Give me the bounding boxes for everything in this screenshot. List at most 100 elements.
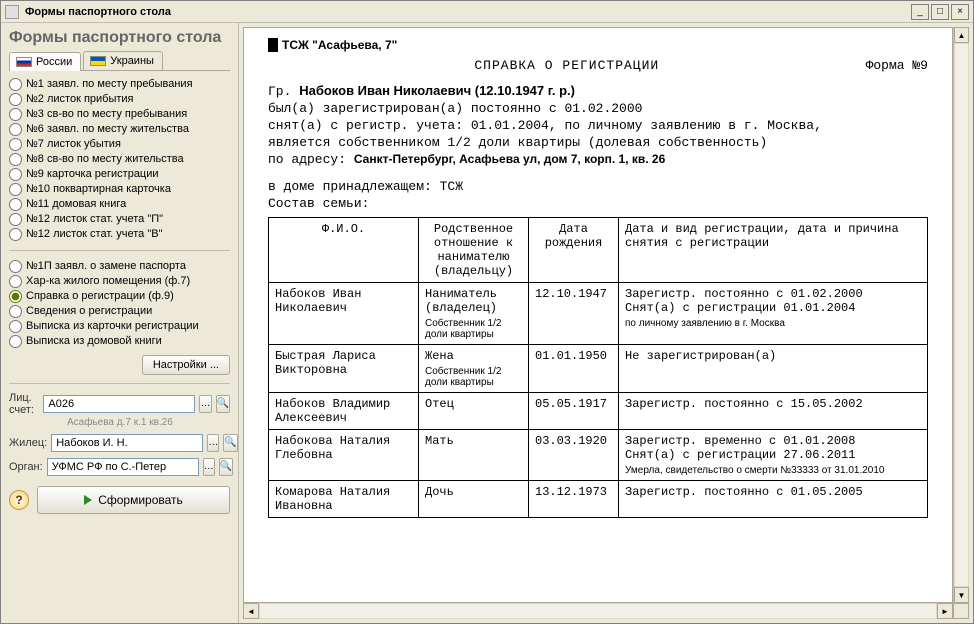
table-row: Набокова Наталия ГлебовнаМать03.03.1920З…: [269, 430, 928, 481]
search-icon: 🔍: [220, 461, 232, 472]
form-option-label: №9 карточка регистрации: [26, 168, 159, 180]
scroll-track[interactable]: [259, 603, 937, 619]
scroll-down-button[interactable]: ▼: [954, 587, 969, 603]
divider: [9, 250, 230, 251]
doc-line2: снят(а) с регистр. учета: 01.01.2004, по…: [268, 118, 928, 133]
organ-browse-button[interactable]: …: [203, 458, 215, 476]
citizen-name: Набоков Иван Николаевич (12.10.1947 г. р…: [299, 83, 575, 98]
window-buttons: _ □ ×: [911, 4, 969, 20]
form-option[interactable]: Выписка из карточки регистрации: [9, 319, 230, 334]
form-option[interactable]: №10 поквартирная карточка: [9, 182, 230, 197]
form-option[interactable]: Сведения о регистрации: [9, 304, 230, 319]
organ-search-button[interactable]: 🔍: [219, 458, 233, 476]
table-cell: Зарегистр. постоянно с 15.05.2002: [619, 393, 928, 430]
form-option[interactable]: №3 св-во по месту пребывания: [9, 107, 230, 122]
tab-russia[interactable]: России: [9, 52, 81, 71]
form-radio[interactable]: [9, 275, 22, 288]
form-radio[interactable]: [9, 260, 22, 273]
table-cell-sub: Собственник 1/2 доли квартиры: [425, 366, 522, 388]
form-radio[interactable]: [9, 138, 22, 151]
form-option[interactable]: №7 листок убытия: [9, 137, 230, 152]
account-input[interactable]: [43, 395, 195, 413]
resident-input[interactable]: [51, 434, 203, 452]
generate-button[interactable]: Сформировать: [37, 486, 230, 514]
account-search-button[interactable]: 🔍: [216, 395, 230, 413]
scroll-left-button[interactable]: ◄: [243, 603, 259, 619]
address-prefix: по адресу:: [268, 152, 354, 167]
table-cell: Набокова Наталия Глебовна: [269, 430, 419, 481]
table-cell: Отец: [419, 393, 529, 430]
table-cell-sub: Собственник 1/2 доли квартиры: [425, 318, 522, 340]
col-fio: Ф.И.О.: [269, 218, 419, 283]
doc-line1: был(а) зарегистрирован(а) постоянно с 01…: [268, 101, 928, 116]
form-radio[interactable]: [9, 305, 22, 318]
form-radio[interactable]: [9, 213, 22, 226]
form-option[interactable]: №12 листок стат. учета "П": [9, 212, 230, 227]
account-browse-button[interactable]: …: [199, 395, 211, 413]
form-radio[interactable]: [9, 198, 22, 211]
form-option-label: Выписка из карточки регистрации: [26, 320, 199, 332]
sidebar-heading: Формы паспортного стола: [9, 29, 230, 47]
table-cell: Быстрая Лариса Викторовна: [269, 345, 419, 393]
settings-button[interactable]: Настройки ...: [142, 355, 230, 375]
form-radio[interactable]: [9, 290, 22, 303]
col-dob: Дата рождения: [529, 218, 619, 283]
form-radio[interactable]: [9, 153, 22, 166]
maximize-button[interactable]: □: [931, 4, 949, 20]
minimize-button[interactable]: _: [911, 4, 929, 20]
horizontal-scrollbar[interactable]: ◄ ►: [243, 603, 969, 619]
organ-input[interactable]: [47, 458, 199, 476]
form-option[interactable]: №9 карточка регистрации: [9, 167, 230, 182]
generate-label: Сформировать: [98, 493, 183, 507]
form-option-label: №11 домовая книга: [26, 198, 126, 210]
table-cell: Комарова Наталия Ивановна: [269, 481, 419, 518]
scroll-right-button[interactable]: ►: [937, 603, 953, 619]
form-radio[interactable]: [9, 108, 22, 121]
form-option-label: №2 листок прибытия: [26, 93, 134, 105]
content: Формы паспортного стола России Украины №…: [1, 23, 973, 623]
form-option[interactable]: №1 заявл. по месту пребывания: [9, 77, 230, 92]
table-cell: Зарегистр. временно с 01.01.2008Снят(а) …: [619, 430, 928, 481]
help-button[interactable]: ?: [9, 490, 29, 510]
scroll-up-button[interactable]: ▲: [954, 27, 969, 43]
form-radio[interactable]: [9, 93, 22, 106]
form-radio[interactable]: [9, 320, 22, 333]
vertical-scrollbar[interactable]: ▲ ▼: [953, 27, 969, 603]
form-option[interactable]: Выписка из домовой книги: [9, 334, 230, 349]
forms-list-2: №1П заявл. о замене паспорта Хар-ка жилог…: [9, 259, 230, 349]
resident-search-button[interactable]: 🔍: [223, 434, 237, 452]
doc-family-label: Состав семьи:: [268, 196, 928, 211]
tab-ukraine-label: Украины: [110, 55, 154, 67]
form-radio[interactable]: [9, 123, 22, 136]
form-radio[interactable]: [9, 335, 22, 348]
tab-ukraine[interactable]: Украины: [83, 51, 163, 70]
col-reg: Дата и вид регистрации, дата и причина с…: [619, 218, 928, 283]
scroll-track[interactable]: [954, 43, 969, 587]
table-cell: Набоков Владимир Алексеевич: [269, 393, 419, 430]
form-option-label: №3 св-во по месту пребывания: [26, 108, 187, 120]
form-option[interactable]: №2 листок прибытия: [9, 92, 230, 107]
form-option-label: №1П заявл. о замене паспорта: [26, 260, 186, 272]
resident-label: Жилец:: [9, 437, 47, 449]
form-option-label: Выписка из домовой книги: [26, 335, 162, 347]
form-radio[interactable]: [9, 183, 22, 196]
table-cell: 12.10.1947: [529, 283, 619, 345]
form-option[interactable]: №6 заявл. по месту жительства: [9, 122, 230, 137]
form-radio[interactable]: [9, 168, 22, 181]
table-cell: 13.12.1973: [529, 481, 619, 518]
resident-browse-button[interactable]: …: [207, 434, 219, 452]
form-option[interactable]: №1П заявл. о замене паспорта: [9, 259, 230, 274]
form-option[interactable]: №12 листок стат. учета "В": [9, 227, 230, 242]
form-option[interactable]: Хар-ка жилого помещения (ф.7): [9, 274, 230, 289]
close-button[interactable]: ×: [951, 4, 969, 20]
form-option[interactable]: Справка о регистрации (ф.9): [9, 289, 230, 304]
app-window: Формы паспортного стола _ □ × Формы пасп…: [0, 0, 974, 624]
form-option[interactable]: №11 домовая книга: [9, 197, 230, 212]
form-option-label: №6 заявл. по месту жительства: [26, 123, 189, 135]
col-relation: Родственное отношение к нанимателю (влад…: [419, 218, 529, 283]
sidebar: Формы паспортного стола России Украины №…: [1, 23, 239, 623]
form-radio[interactable]: [9, 228, 22, 241]
form-radio[interactable]: [9, 78, 22, 91]
table-row: Набоков Иван НиколаевичНаниматель (владе…: [269, 283, 928, 345]
form-option[interactable]: №8 св-во по месту жительства: [9, 152, 230, 167]
